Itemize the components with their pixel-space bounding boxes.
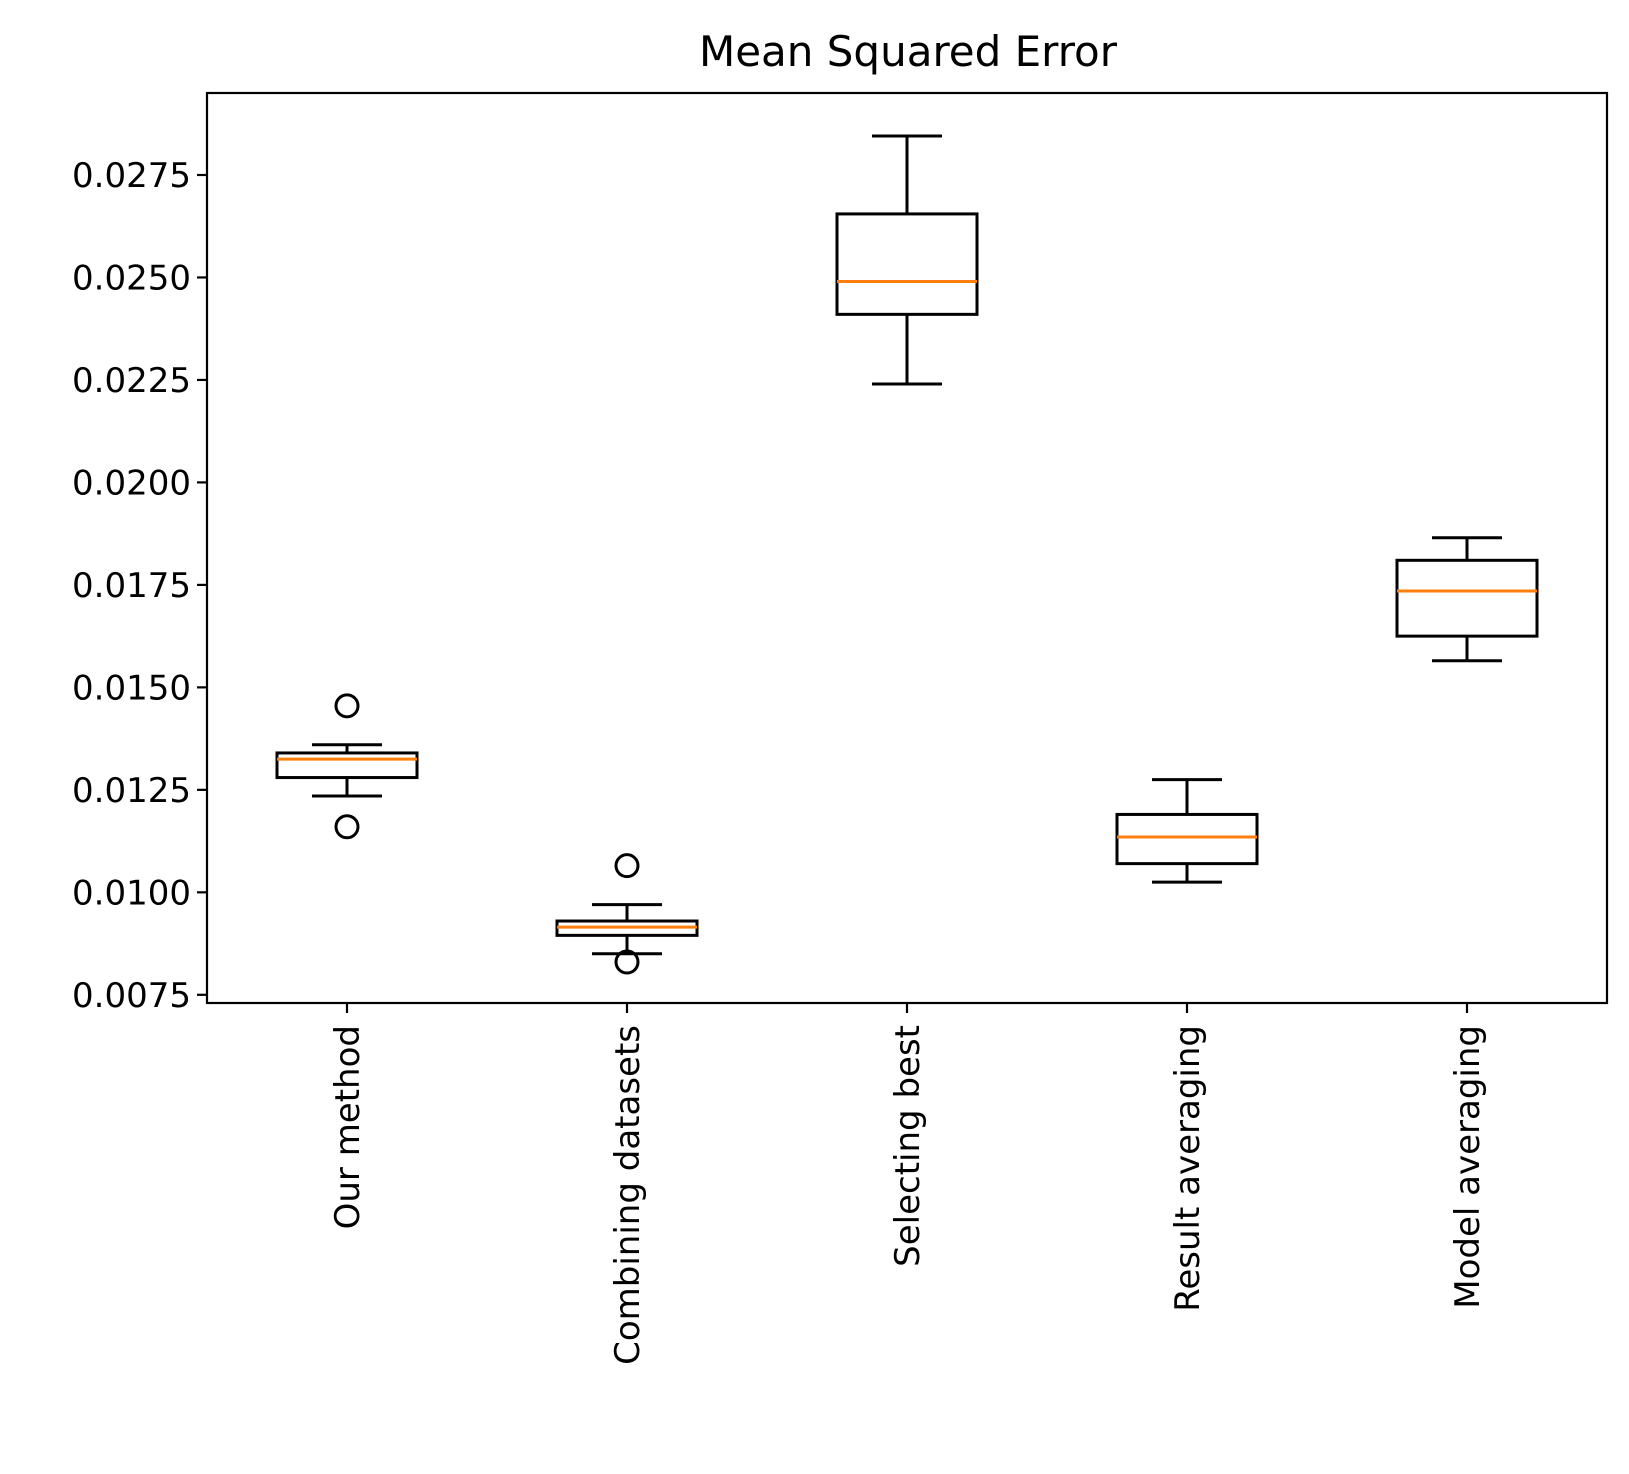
- iqr-box: [275, 751, 419, 780]
- y-tick-label: 0.0200: [72, 463, 191, 503]
- y-tick-label: 0.0250: [72, 258, 191, 298]
- iqr-box: [1115, 812, 1259, 866]
- axes-frame: [205, 91, 1609, 1005]
- x-tick-label: Combining datasets: [608, 1025, 648, 1365]
- outlier-point: [614, 949, 640, 975]
- y-tick-label: 0.0075: [72, 976, 191, 1016]
- chart-title: Mean Squared Error: [699, 27, 1118, 76]
- outlier-point: [614, 853, 640, 879]
- y-tick-label: 0.0125: [72, 771, 191, 811]
- y-tick-label: 0.0150: [72, 668, 191, 708]
- x-tick-label: Result averaging: [1168, 1025, 1208, 1312]
- y-tick-label: 0.0275: [72, 156, 191, 196]
- y-tick-label: 0.0175: [72, 566, 191, 606]
- x-tick-label: Model averaging: [1448, 1025, 1488, 1309]
- y-tick-label: 0.0225: [72, 361, 191, 401]
- iqr-box: [835, 212, 979, 316]
- outlier-point: [334, 693, 360, 719]
- plot-area: 0.0075 0.0100 0.0125 0.0150 0.0175 0.0200 0.02…: [72, 134, 1539, 1365]
- x-tick-label: Selecting best: [888, 1025, 928, 1267]
- y-tick-label: 0.0100: [72, 873, 191, 913]
- x-tick-label: Our method: [328, 1025, 368, 1229]
- iqr-box: [1395, 558, 1539, 638]
- outlier-point: [334, 814, 360, 840]
